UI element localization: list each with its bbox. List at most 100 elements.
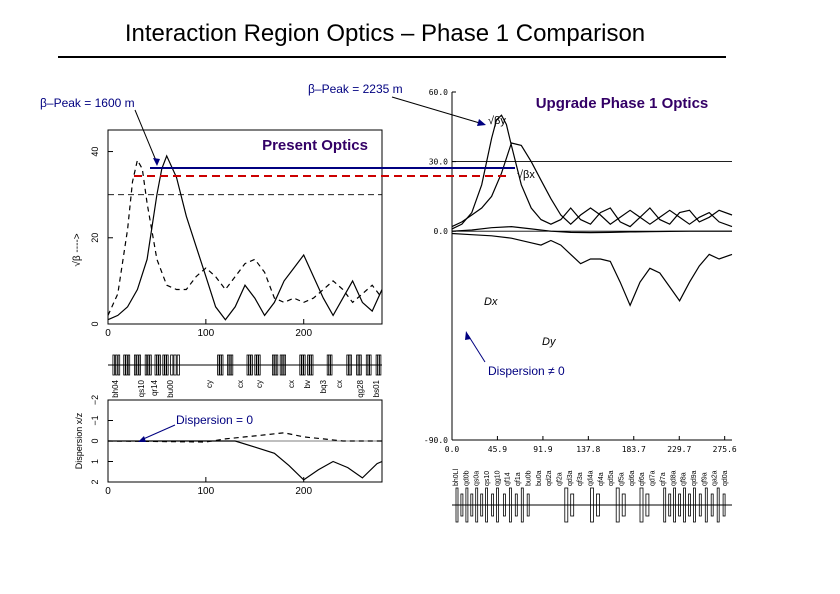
upgrade-lattice-label: qf2a [557, 472, 564, 486]
upgrade-lattice: bh0Ll qd0b qs0a qs10 qg10 qf14 qf1a bu0b bu0a qd2… [452, 468, 732, 523]
present-lattice-magnet [166, 354, 169, 376]
upgrade-xtick-label: 91.9 [533, 445, 552, 454]
upgrade-xtick-label: 45.9 [488, 445, 507, 454]
present-lattice-magnet [258, 354, 261, 376]
present-lattice-magnet [156, 354, 159, 376]
upgrade-optics-label: Upgrade Phase 1 Optics [536, 95, 709, 112]
beta-peak-upgrade-pointer [391, 96, 484, 125]
present-lattice-magnet [301, 354, 304, 376]
present-ytick-label: 20 [90, 233, 100, 243]
upgrade-lattice-label: bh0Ll [453, 468, 460, 486]
dispersion-nonzero-pointer [467, 334, 486, 363]
slide-title: Interaction Region Optics – Phase 1 Comp… [124, 20, 646, 47]
present-lattice-magnet [256, 354, 259, 376]
upgrade-lattice-magnet [688, 493, 691, 517]
upgrade-lattice-label: qf4a [598, 472, 605, 486]
present-xtick-label: 100 [198, 328, 215, 339]
present-beta-ticks: 0 100 200 0 20 40 [90, 147, 382, 339]
upgrade-lattice-magnet [526, 493, 530, 517]
beta-peak-upgrade-label: β–Peak = 2235 m [308, 82, 403, 96]
present-ylabel: √β ----> [71, 233, 83, 266]
upgrade-ytick-label: 60.0 [429, 88, 448, 97]
upgrade-lattice-label: bu0b [525, 470, 532, 486]
upgrade-lattice-magnet [455, 487, 459, 523]
present-disp-ytick-label: 0 [90, 438, 100, 443]
upgrade-lattice-magnet [645, 493, 650, 517]
upgrade-lattice-label: qd4a [588, 470, 595, 486]
upgrade-series-dispersion-x [451, 225, 732, 234]
present-disp-ytick-label: −2 [90, 395, 100, 405]
present-lattice-magnet [299, 354, 302, 376]
present-lattice-magnet [303, 354, 306, 376]
upgrade-lattice-label: qd0a [722, 470, 729, 486]
dispersion-nonzero-label: Dispersion ≠ 0 [488, 364, 565, 378]
present-lattice-magnet [125, 354, 128, 376]
upgrade-lattice-magnet [678, 493, 681, 517]
present-lattice-magnet [228, 354, 232, 376]
upgrade-ytick-label: -90.0 [424, 436, 448, 445]
present-lattice-magnet [226, 354, 230, 376]
upgrade-lattice-label: qd6a [629, 470, 636, 486]
upgrade-lattice-label: qf7a [660, 472, 667, 486]
present-lattice-label: bq3 [319, 379, 328, 393]
present-disp-series-dispersion-x [108, 440, 383, 481]
upgrade-lattice-magnet [508, 487, 512, 523]
present-lattice-label: cy [205, 380, 214, 388]
present-lattice-magnet [279, 354, 283, 376]
present-lattice-magnet [115, 354, 118, 376]
present-lattice-label: qr14 [150, 379, 159, 396]
present-lattice-magnet [378, 354, 382, 376]
present-series-sqrt-beta-x [107, 154, 383, 321]
present-dispersion-lines [107, 432, 383, 481]
present-lattice-label: qs10 [137, 379, 146, 397]
present-lattice-magnet [230, 354, 234, 376]
upgrade-lattice-label: qf8a [681, 472, 688, 486]
curve-label-sqrt-beta-y: √βy [488, 115, 506, 127]
upgrade-lattice-label: qd8a [670, 470, 677, 486]
dispersion-zero-label: Dispersion = 0 [176, 413, 253, 427]
present-lattice-magnet [250, 354, 253, 376]
present-lattice-label: qg28 [356, 379, 365, 397]
present-lattice-label: bv [303, 380, 312, 388]
upgrade-lattice-labels: bh0Ll qd0b qs0a qs10 qg10 qf14 qf1a bu0b bu0a qd2… [453, 468, 729, 486]
upgrade-lattice-magnet [470, 493, 474, 517]
present-dispersion-plot: Dispersion x/z 0 100 200 2 1 0 −1 −2 [74, 395, 383, 497]
upgrade-lattice-label: qf1a [515, 472, 522, 486]
upgrade-lattice-magnet [668, 493, 672, 517]
upgrade-xtick-label: 183.7 [622, 445, 646, 454]
upgrade-lattice-magnet [663, 487, 667, 523]
present-lattice-magnet [359, 354, 362, 376]
present-lattice-magnet [144, 354, 148, 376]
upgrade-lattice-magnet [673, 487, 676, 523]
upgrade-lattice-magnet [683, 487, 686, 523]
present-lattice-label: bu00 [166, 379, 175, 397]
present-lattice-magnet [254, 354, 257, 376]
upgrade-lattice-label: qd3a [567, 470, 574, 486]
present-series-sqrt-beta-y [107, 158, 383, 316]
present-lattice-magnet [149, 354, 152, 376]
upgrade-lattice-label: qs10 [484, 471, 491, 486]
present-dispersion-ylabel: Dispersion x/z [74, 412, 84, 469]
beta-peak-upgrade-arrowhead [477, 119, 486, 126]
present-lattice-magnet [173, 354, 177, 376]
upgrade-lattice-magnet [716, 487, 720, 523]
upgrade-lattice-magnet [475, 487, 479, 523]
present-lattice-blocks [112, 354, 382, 376]
present-lattice-label: cx [287, 380, 296, 388]
upgrade-lines [451, 114, 733, 307]
beta-peak-present-label: β–Peak = 1600 m [40, 96, 135, 110]
present-ytick-label: 0 [90, 321, 100, 326]
upgrade-series-dispersion-y [451, 232, 733, 307]
present-lattice-magnet [136, 354, 139, 376]
present-disp-xtick-label: 200 [295, 486, 312, 497]
upgrade-lattice-magnet [465, 487, 469, 523]
curve-label-dispersion-y: Dy [542, 336, 557, 348]
upgrade-lattice-magnet [621, 493, 626, 517]
upgrade-lattice-label: qd2a [546, 470, 553, 486]
present-xtick-label: 0 [105, 328, 111, 339]
present-disp-ytick-label: 2 [90, 479, 100, 484]
present-lattice-magnet [176, 354, 180, 376]
upgrade-ytick-label: 0.0 [434, 227, 449, 236]
present-lattice-magnet [248, 354, 251, 376]
